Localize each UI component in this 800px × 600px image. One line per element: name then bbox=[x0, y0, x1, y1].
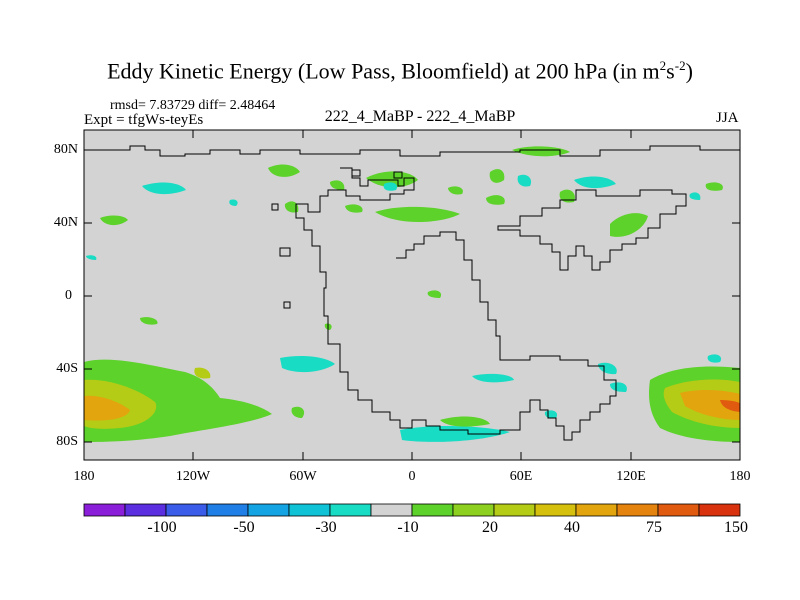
colorbar-swatch bbox=[698, 503, 741, 517]
stats-text: rmsd= 7.83729 diff= 2.48464 bbox=[110, 98, 276, 113]
contour-cyan-n2 bbox=[86, 255, 97, 260]
lat-label-80n: 80N bbox=[53, 142, 78, 157]
contour-se-cyan bbox=[707, 354, 722, 363]
lon-label-60w: 60W bbox=[289, 469, 317, 484]
contour-fills bbox=[84, 146, 740, 442]
coast-greenland bbox=[351, 169, 361, 177]
colorbar-swatch bbox=[616, 503, 659, 517]
contour-green-s2 bbox=[440, 416, 490, 427]
title-mid: s bbox=[666, 58, 675, 84]
colorbar-swatch bbox=[124, 503, 167, 517]
contour-cyan-3 bbox=[472, 373, 514, 383]
lat-label-40n: 40N bbox=[53, 215, 78, 230]
contour-cyan-5 bbox=[610, 382, 627, 392]
colorbar-label-40: 40 bbox=[564, 519, 580, 536]
title-end: ) bbox=[685, 58, 693, 84]
colorbar-swatch bbox=[452, 503, 495, 517]
contour-sw-orange bbox=[84, 395, 130, 421]
contour-cyan-n3 bbox=[517, 174, 532, 187]
contour-cyan-n6 bbox=[229, 199, 238, 206]
contour-green-n10 bbox=[489, 169, 505, 183]
plot-title: Eddy Kinetic Energy (Low Pass, Bloomfiel… bbox=[0, 58, 800, 84]
contour-se-red bbox=[720, 400, 740, 412]
contour-green-n12 bbox=[559, 189, 575, 203]
coast-north bbox=[84, 145, 740, 157]
colorbar-swatch bbox=[493, 503, 536, 517]
lat-label-0: 0 bbox=[65, 288, 72, 303]
contour-green-n13 bbox=[610, 213, 648, 237]
contour-cyan-1 bbox=[280, 356, 335, 373]
comparison-label: 222_4_MaBP - 222_4_MaBP bbox=[324, 108, 516, 125]
colorbar-label-neg50: -50 bbox=[233, 519, 255, 536]
contour-cyan-n7 bbox=[383, 182, 398, 191]
contour-green-n2 bbox=[268, 164, 300, 177]
contour-green-n4 bbox=[330, 180, 345, 190]
colorbar-swatch bbox=[411, 503, 454, 517]
colorbar-label-neg100: -100 bbox=[147, 519, 177, 536]
colorbar-swatch bbox=[83, 503, 126, 517]
contour-cyan-n1 bbox=[142, 182, 186, 195]
coast-eurasia bbox=[497, 189, 687, 271]
title-main: Eddy Kinetic Energy (Low Pass, Bloomfiel… bbox=[107, 58, 660, 84]
lon-label-120w: 120W bbox=[175, 469, 211, 484]
lon-label-60e: 60E bbox=[509, 469, 533, 484]
contour-green-n5 bbox=[345, 204, 363, 213]
lon-label-180w: 180 bbox=[73, 469, 95, 484]
continent-outlines bbox=[84, 145, 740, 441]
contour-green-n1 bbox=[100, 215, 128, 226]
colorbar-label-75: 75 bbox=[646, 519, 662, 536]
contour-cyan-n5 bbox=[689, 192, 701, 200]
coast-island-1 bbox=[271, 203, 279, 211]
colorbar-swatch bbox=[657, 503, 700, 517]
lat-label-80s: 80S bbox=[56, 434, 78, 449]
colorbar-swatch bbox=[165, 503, 208, 517]
coast-americas bbox=[295, 167, 617, 441]
coast-iceland bbox=[393, 171, 403, 179]
lon-label-120e: 120E bbox=[616, 469, 646, 484]
contour-green-n14 bbox=[705, 182, 723, 191]
contour-cyan-2 bbox=[400, 426, 510, 442]
contour-green-n9 bbox=[486, 195, 505, 205]
coast-africa bbox=[396, 231, 617, 388]
colorbar-label-neg10: -10 bbox=[397, 519, 419, 536]
colorbar-swatch bbox=[575, 503, 618, 517]
colorbar-swatch bbox=[247, 503, 290, 517]
colorbar-swatch bbox=[534, 503, 577, 517]
colorbar-swatch bbox=[329, 503, 372, 517]
colorbar-label-20: 20 bbox=[482, 519, 498, 536]
contour-green-s4 bbox=[427, 290, 442, 298]
coast-island-3 bbox=[279, 247, 291, 257]
contour-green-n8 bbox=[448, 186, 463, 195]
colorbar-swatch bbox=[206, 503, 249, 517]
contour-green-n3 bbox=[284, 201, 299, 213]
colorbar bbox=[83, 503, 741, 517]
contour-green-n6 bbox=[366, 171, 418, 188]
contour-se-orange bbox=[680, 390, 740, 420]
colorbar-label-neg30: -30 bbox=[315, 519, 337, 536]
contour-green-n7 bbox=[375, 206, 460, 222]
contour-green-n11 bbox=[512, 146, 570, 157]
lon-label-0: 0 bbox=[408, 469, 416, 484]
contour-cyan-n4 bbox=[574, 176, 616, 189]
axis-ticks bbox=[84, 130, 740, 460]
colorbar-label-150: 150 bbox=[724, 519, 748, 536]
experiment-label: Expt = tfgWs-teyEs bbox=[84, 112, 204, 128]
colorbar-swatch bbox=[370, 503, 413, 517]
lat-label-40s: 40S bbox=[56, 361, 78, 376]
season-label: JJA bbox=[716, 110, 739, 126]
contour-sw-small bbox=[140, 317, 158, 325]
contour-sw-yellow-small bbox=[194, 367, 211, 379]
contour-green-s1 bbox=[291, 406, 305, 418]
coast-island-2 bbox=[283, 301, 291, 309]
lon-label-180e: 180 bbox=[729, 469, 751, 484]
colorbar-swatch bbox=[288, 503, 331, 517]
title-sup1: 2 bbox=[659, 58, 667, 73]
title-sup2: -2 bbox=[674, 58, 686, 73]
